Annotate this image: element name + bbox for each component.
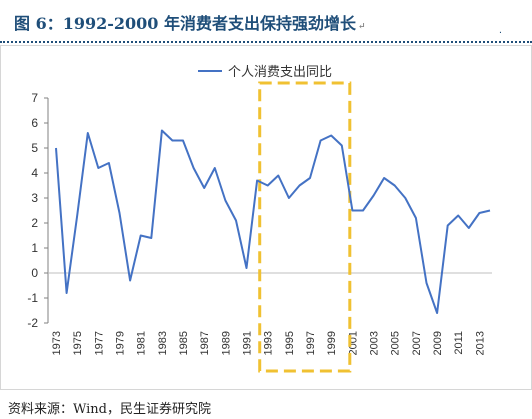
x-tick-label: 1973 <box>51 331 63 355</box>
corner-mark: · <box>498 28 502 39</box>
highlight-box <box>258 81 352 373</box>
y-tick-label: 4 <box>31 166 38 180</box>
legend-label: 个人消费支出同比 <box>228 65 332 80</box>
source-note: 资料来源：Wind，民生证券研究院 <box>8 402 211 417</box>
y-tick-label: 7 <box>31 91 38 105</box>
x-tick-label: 1999 <box>326 331 338 355</box>
x-tick-label: 1989 <box>220 331 232 355</box>
x-tick-label: 1995 <box>284 331 296 355</box>
figure-title: 图 6：1992-2000 年消费者支出保持强劲增长 ↵ <box>14 10 366 34</box>
y-tick-label: 3 <box>31 191 38 205</box>
y-tick-label: 5 <box>31 141 38 155</box>
x-tick-label: 2011 <box>453 331 465 355</box>
figure-header: 图 6：1992-2000 年消费者支出保持强劲增长 ↵ · <box>0 0 532 44</box>
y-tick-label: 2 <box>31 216 38 230</box>
x-tick-label: 1983 <box>157 331 169 355</box>
y-tick-label: 6 <box>31 116 38 130</box>
x-tick-label: 1977 <box>93 331 105 355</box>
y-tick-label: 1 <box>31 241 38 255</box>
x-tick-label: 2007 <box>411 331 423 355</box>
x-tick-label: 2003 <box>369 331 381 355</box>
x-tick-label: 2005 <box>390 331 402 355</box>
y-tick-label: -1 <box>27 291 38 305</box>
y-tick-label: -2 <box>27 316 38 330</box>
x-tick-label: 1987 <box>199 331 211 355</box>
x-tick-label: 1993 <box>263 331 275 355</box>
x-tick-label: 1975 <box>72 331 84 355</box>
x-tick-label: 1985 <box>178 331 190 355</box>
x-tick-label: 2009 <box>432 331 444 355</box>
line-chart: -2 -1 0 1 2 3 4 5 6 7 1973 1975 1977 1979 1981 1983 1985… <box>27 65 492 373</box>
chart-frame <box>0 45 532 390</box>
x-tick-label: 1991 <box>242 331 254 355</box>
x-tick-label: 2013 <box>474 331 486 355</box>
x-tick-label: 1981 <box>136 331 148 355</box>
title-divider <box>0 41 532 43</box>
series-line <box>55 129 491 314</box>
x-tick-label: 1997 <box>305 331 317 355</box>
return-mark-icon: ↵ <box>357 22 366 32</box>
figure-title-text: 图 6：1992-2000 年消费者支出保持强劲增长 <box>14 14 356 33</box>
x-tick-label: 1979 <box>115 331 127 355</box>
y-tick-label: 0 <box>31 266 38 280</box>
